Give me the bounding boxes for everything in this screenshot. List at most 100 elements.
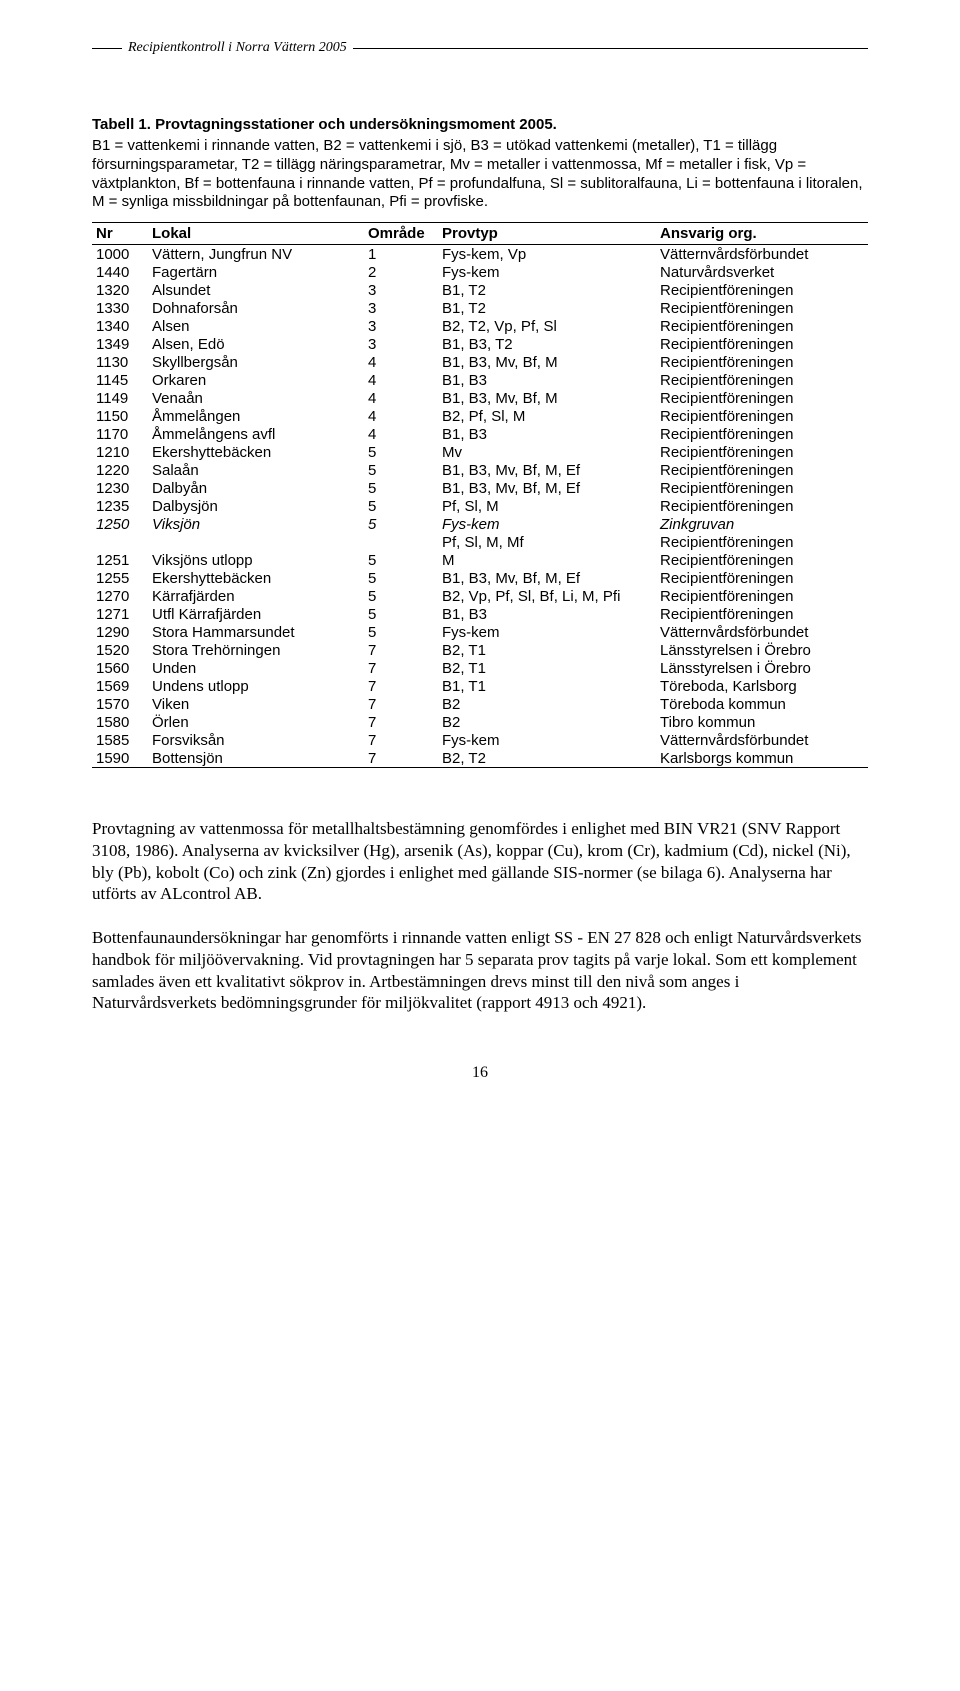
cell-provtyp: Mv (438, 443, 656, 461)
table-row: 1000Vättern, Jungfrun NV1Fys-kem, VpVätt… (92, 245, 868, 264)
cell-lokal: Dalbyån (148, 479, 346, 497)
cell-nr: 1251 (92, 551, 148, 569)
table-row: 1440Fagertärn2Fys-kemNaturvårdsverket (92, 263, 868, 281)
paragraph-1: Provtagning av vattenmossa för metallhal… (92, 818, 868, 905)
cell-ansvarig: Töreboda kommun (656, 695, 868, 713)
cell-lokal: Stora Trehörningen (148, 641, 346, 659)
cell-nr: 1320 (92, 281, 148, 299)
cell-omrade: 5 (346, 623, 438, 641)
cell-nr: 1440 (92, 263, 148, 281)
table-row: Pf, Sl, M, MfRecipientföreningen (92, 533, 868, 551)
table-row: 1520Stora Trehörningen7B2, T1Länsstyrels… (92, 641, 868, 659)
cell-ansvarig: Recipientföreningen (656, 389, 868, 407)
cell-provtyp: B2, Pf, Sl, M (438, 407, 656, 425)
table-row: 1320Alsundet3B1, T2Recipientföreningen (92, 281, 868, 299)
cell-nr: 1340 (92, 317, 148, 335)
cell-provtyp: B1, B3, Mv, Bf, M (438, 389, 656, 407)
table-row: 1590Bottensjön7B2, T2Karlsborgs kommun (92, 749, 868, 768)
cell-omrade: 5 (346, 461, 438, 479)
cell-provtyp: B1, T2 (438, 281, 656, 299)
cell-provtyp: B1, B3, Mv, Bf, M (438, 353, 656, 371)
running-header: Recipientkontroll i Norra Vättern 2005 (92, 40, 868, 56)
table-row: 1250Viksjön5Fys-kemZinkgruvan (92, 515, 868, 533)
cell-ansvarig: Tibro kommun (656, 713, 868, 731)
cell-provtyp: B2, T1 (438, 641, 656, 659)
cell-lokal: Ekershyttebäcken (148, 569, 346, 587)
cell-ansvarig: Recipientföreningen (656, 353, 868, 371)
cell-omrade: 5 (346, 587, 438, 605)
cell-ansvarig: Recipientföreningen (656, 461, 868, 479)
cell-lokal: Stora Hammarsundet (148, 623, 346, 641)
table-row: 1569Undens utlopp7B1, T1Töreboda, Karlsb… (92, 677, 868, 695)
cell-omrade: 4 (346, 407, 438, 425)
cell-nr: 1270 (92, 587, 148, 605)
cell-ansvarig: Naturvårdsverket (656, 263, 868, 281)
col-header-ansvarig: Ansvarig org. (656, 223, 868, 245)
cell-omrade: 5 (346, 497, 438, 515)
cell-omrade: 7 (346, 641, 438, 659)
cell-omrade: 5 (346, 569, 438, 587)
cell-lokal: Åmmelångens avfl (148, 425, 346, 443)
cell-ansvarig: Recipientföreningen (656, 533, 868, 551)
cell-ansvarig: Recipientföreningen (656, 569, 868, 587)
table-row: 1149Venaån4B1, B3, Mv, Bf, MRecipientför… (92, 389, 868, 407)
cell-omrade: 4 (346, 371, 438, 389)
cell-ansvarig: Länsstyrelsen i Örebro (656, 641, 868, 659)
cell-omrade: 3 (346, 299, 438, 317)
cell-nr: 1570 (92, 695, 148, 713)
page-number: 16 (92, 1064, 868, 1082)
cell-lokal: Unden (148, 659, 346, 677)
cell-ansvarig: Zinkgruvan (656, 515, 868, 533)
cell-ansvarig: Recipientföreningen (656, 605, 868, 623)
cell-omrade: 3 (346, 335, 438, 353)
col-header-nr: Nr (92, 223, 148, 245)
cell-omrade: 1 (346, 245, 438, 264)
cell-lokal: Orkaren (148, 371, 346, 389)
cell-nr: 1130 (92, 353, 148, 371)
cell-omrade: 7 (346, 677, 438, 695)
table-row: 1230Dalbyån5B1, B3, Mv, Bf, M, EfRecipie… (92, 479, 868, 497)
running-title: Recipientkontroll i Norra Vättern 2005 (122, 40, 353, 56)
cell-lokal: Åmmelången (148, 407, 346, 425)
cell-ansvarig: Vätternvårdsförbundet (656, 623, 868, 641)
cell-provtyp: B1, B3, Mv, Bf, M, Ef (438, 569, 656, 587)
cell-nr: 1520 (92, 641, 148, 659)
cell-ansvarig: Recipientföreningen (656, 443, 868, 461)
cell-provtyp: B1, B3, Mv, Bf, M, Ef (438, 479, 656, 497)
cell-lokal: Alsen (148, 317, 346, 335)
cell-lokal: Ekershyttebäcken (148, 443, 346, 461)
cell-nr: 1330 (92, 299, 148, 317)
cell-lokal: Alsen, Edö (148, 335, 346, 353)
cell-omrade: 5 (346, 605, 438, 623)
table-row: 1220Salaån5B1, B3, Mv, Bf, M, EfRecipien… (92, 461, 868, 479)
cell-provtyp: B2 (438, 695, 656, 713)
cell-provtyp: B1, B3 (438, 425, 656, 443)
cell-nr: 1255 (92, 569, 148, 587)
cell-ansvarig: Recipientföreningen (656, 551, 868, 569)
cell-nr (92, 533, 148, 551)
cell-ansvarig: Recipientföreningen (656, 299, 868, 317)
cell-omrade: 5 (346, 479, 438, 497)
cell-provtyp: Fys-kem (438, 515, 656, 533)
table-caption-body: B1 = vattenkemi i rinnande vatten, B2 = … (92, 137, 868, 212)
cell-lokal: Forsviksån (148, 731, 346, 749)
cell-lokal: Fagertärn (148, 263, 346, 281)
table-row: 1255Ekershyttebäcken5B1, B3, Mv, Bf, M, … (92, 569, 868, 587)
cell-lokal: Alsundet (148, 281, 346, 299)
cell-nr: 1569 (92, 677, 148, 695)
cell-provtyp: B1, B3 (438, 605, 656, 623)
cell-provtyp: B2 (438, 713, 656, 731)
table-caption-label: Tabell 1. Provtagningsstationer och unde… (92, 116, 868, 133)
cell-provtyp: B2, T1 (438, 659, 656, 677)
table-row: 1271Utfl Kärrafjärden5B1, B3Recipientför… (92, 605, 868, 623)
cell-lokal: Dohnaforsån (148, 299, 346, 317)
cell-provtyp: B2, T2, Vp, Pf, Sl (438, 317, 656, 335)
table-row: 1130Skyllbergsån4B1, B3, Mv, Bf, MRecipi… (92, 353, 868, 371)
table-row: 1570Viken7B2Töreboda kommun (92, 695, 868, 713)
cell-omrade: 3 (346, 281, 438, 299)
cell-nr: 1290 (92, 623, 148, 641)
cell-lokal: Vättern, Jungfrun NV (148, 245, 346, 264)
paragraph-2: Bottenfaunaundersökningar har genomförts… (92, 927, 868, 1014)
table-row: 1270Kärrafjärden5B2, Vp, Pf, Sl, Bf, Li,… (92, 587, 868, 605)
cell-lokal: Dalbysjön (148, 497, 346, 515)
